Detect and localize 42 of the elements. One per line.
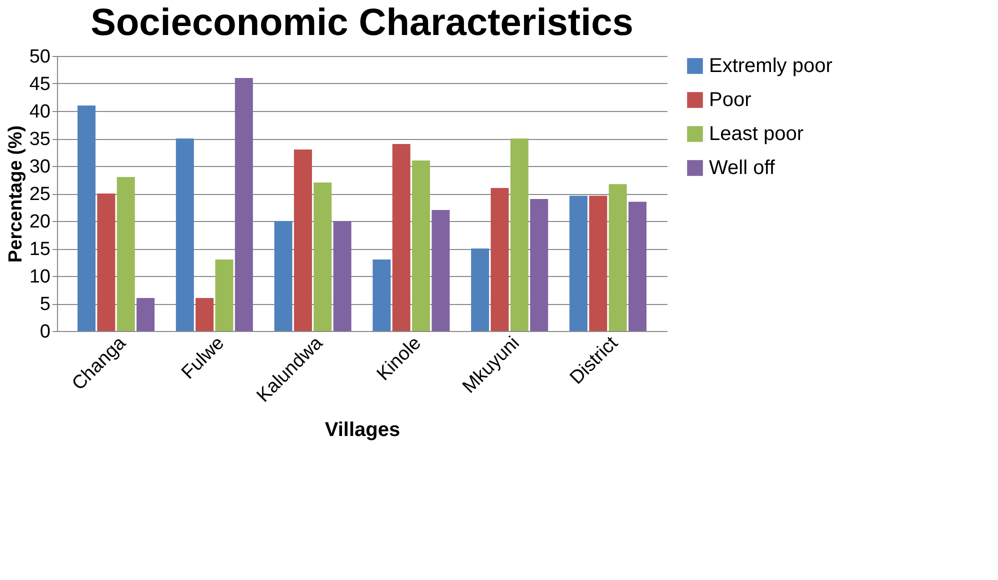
y-tick-label: 5 [40,294,50,315]
chart-title: Socieconomic Characteristics [90,2,634,44]
y-tick-label: 25 [29,184,50,205]
bar [234,78,253,331]
bar [196,298,214,331]
legend-label: Least poor [709,123,804,145]
bar [294,150,312,331]
bar [78,106,96,331]
bar [116,177,135,331]
bar [412,160,430,331]
bar [176,138,194,331]
bar [392,144,410,331]
bar [372,260,391,331]
bar [628,202,646,331]
bar [274,221,292,331]
x-axis-title: Villages [324,418,400,441]
bar [608,184,627,331]
y-tick-label: 10 [29,266,50,288]
bar [97,194,116,331]
bar [432,210,450,331]
bar [510,138,528,331]
y-tick-label: 15 [29,239,50,260]
bar [333,221,352,331]
bar [471,248,490,331]
bar [136,298,155,331]
y-axis-title: Percentage (%) [5,125,26,263]
y-tick-label: 45 [29,74,50,95]
bar [589,196,608,331]
bar [215,260,234,331]
y-tick-label: 40 [29,102,50,122]
y-tick-label: 0 [40,322,50,342]
legend-label: Well off [709,157,776,179]
y-tick-label: 35 [29,129,50,150]
bar [530,199,548,331]
y-tick-label: 50 [29,46,50,68]
legend-label: Poor [709,89,752,111]
y-tick-label: 30 [29,156,50,178]
legend-label: Extremly poor [709,55,833,77]
bar [314,182,332,331]
bar [490,188,509,331]
y-tick-label: 20 [29,212,50,232]
bar [569,196,588,331]
